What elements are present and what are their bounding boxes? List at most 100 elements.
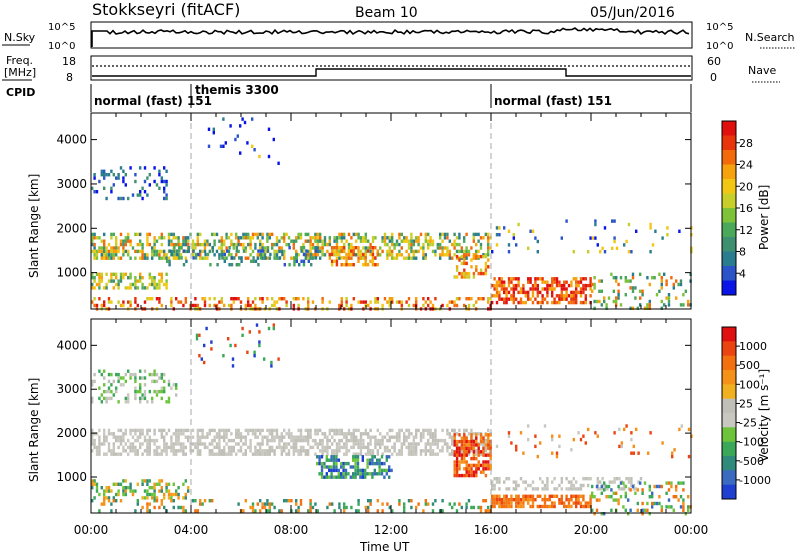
data-cell [453,467,456,471]
data-cell [536,287,539,291]
data-cell [515,494,518,498]
data-cell [634,286,637,290]
data-cell [110,300,113,304]
data-cell [184,428,187,433]
data-cell [424,449,427,453]
data-cell [589,494,592,498]
data-cell [160,386,163,390]
data-cell [395,438,399,443]
data-cell [479,439,483,444]
data-cell [177,505,180,510]
data-cell [271,445,274,450]
data-cell [295,297,298,301]
data-cell [374,256,377,260]
data-cell [582,498,585,502]
data-cell [498,494,501,498]
data-cell [678,229,681,233]
data-cell [342,256,346,260]
data-cell [292,438,295,443]
data-cell [242,435,245,439]
data-cell [410,442,413,446]
data-cell [482,446,485,451]
data-cell [584,277,587,281]
data-cell [333,438,336,443]
data-cell [213,303,216,308]
data-cell [292,246,295,250]
data-cell [349,465,352,469]
data-cell [572,501,575,505]
data-cell [160,449,163,453]
data-cell [364,468,367,473]
data-cell [649,222,652,227]
data-cell [505,498,508,502]
data-cell [429,239,432,243]
data-cell [110,253,113,257]
colorbar-segment [722,398,736,414]
data-cell [256,256,259,260]
data-cell [655,501,659,506]
data-cell [256,502,259,506]
data-cell [105,486,108,490]
data-cell [463,275,466,279]
data-cell [100,256,103,260]
data-cell [211,499,214,503]
data-cell [117,286,120,290]
data-cell [139,256,142,260]
data-cell [297,236,300,240]
data-cell [278,249,281,254]
data-cell [209,263,212,267]
data-cell [297,428,300,433]
data-cell [194,303,197,308]
data-cell [455,473,459,478]
data-cell [307,249,310,254]
data-cell [352,263,355,267]
data-cell [463,428,466,433]
data-cell [479,433,483,437]
nsearch-tick-bottom: 10^0 [706,41,733,52]
data-cell [295,256,298,260]
data-cell [565,280,568,284]
data-cell [627,498,630,502]
data-cell [455,463,459,468]
data-cell [261,449,264,453]
data-cell [98,492,101,497]
data-cell [198,333,201,337]
data-cell [165,486,168,490]
data-cell [136,279,139,283]
data-cell [560,477,563,481]
data-cell [163,442,166,446]
data-cell [91,282,94,287]
data-cell [208,452,211,456]
data-cell [579,277,583,281]
data-cell [160,272,163,276]
data-cell [127,196,130,201]
data-cell [338,249,341,254]
data-cell [151,282,154,287]
data-cell [572,483,575,488]
data-cell [256,449,259,453]
data-cell [129,303,132,308]
data-cell [667,498,671,502]
data-cell [487,436,490,440]
data-cell [204,252,207,257]
data-cell [331,502,334,506]
data-cell [177,496,180,500]
x-tick-label: 12:00 [374,523,409,537]
data-cell [237,428,240,433]
data-cell [498,297,501,301]
data-cell [91,435,94,439]
data-cell [271,303,274,308]
data-cell [319,232,322,237]
data-cell [266,246,270,250]
data-cell [163,282,166,287]
data-cell [512,283,515,288]
data-cell [321,445,324,450]
data-cell [191,242,195,247]
data-cell [605,306,608,310]
data-cell [446,249,449,254]
data-cell [453,232,456,237]
data-cell [660,279,663,283]
data-cell [242,452,245,456]
data-cell [555,451,559,455]
data-cell [267,326,271,331]
